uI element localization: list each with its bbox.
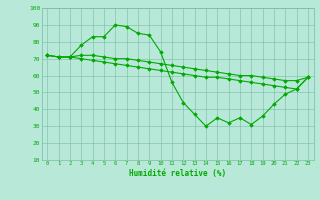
X-axis label: Humidité relative (%): Humidité relative (%)	[129, 169, 226, 178]
